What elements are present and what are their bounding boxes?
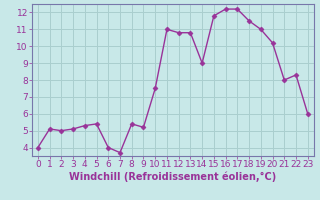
- X-axis label: Windchill (Refroidissement éolien,°C): Windchill (Refroidissement éolien,°C): [69, 172, 276, 182]
